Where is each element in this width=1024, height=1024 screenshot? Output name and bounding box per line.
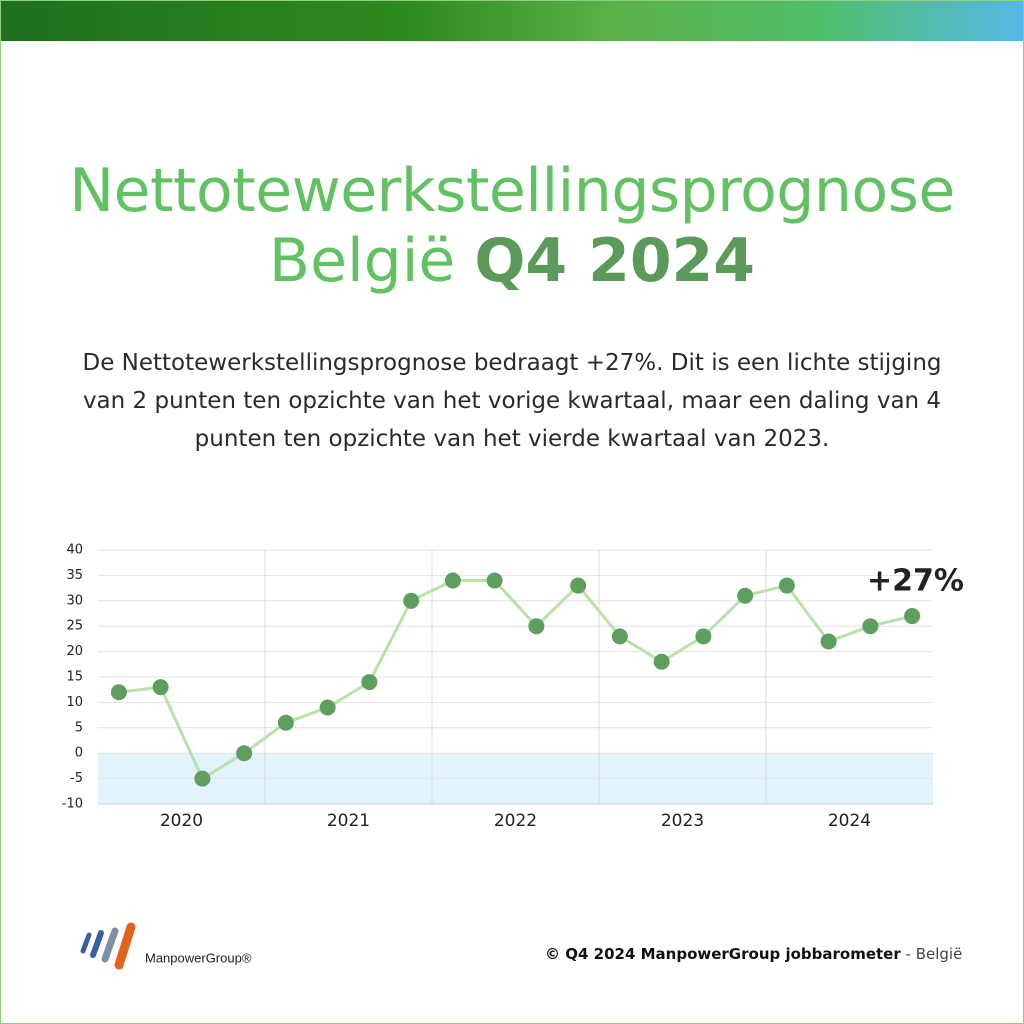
point (194, 770, 211, 787)
y-tick-label: 20 (66, 644, 83, 659)
point (737, 587, 754, 604)
point (361, 674, 378, 691)
description: De Nettotewerkstellingsprognose bedraagt… (82, 350, 942, 452)
point (528, 618, 545, 635)
point (110, 684, 127, 701)
point (653, 653, 670, 670)
x-tick-label: 2021 (327, 811, 370, 831)
point (319, 699, 336, 716)
y-tick-label: 10 (66, 695, 83, 710)
logo-stripe (114, 922, 136, 970)
point (820, 633, 837, 650)
y-tick-label: 5 (75, 720, 83, 735)
point (862, 618, 879, 635)
x-tick-label: 2020 (160, 811, 203, 831)
y-tick-label: 25 (66, 619, 83, 634)
logo-text: ManpowerGroup® (145, 950, 252, 965)
point (695, 628, 712, 645)
y-tick-label: 35 (66, 568, 83, 583)
point (277, 714, 294, 731)
chart: -10 -5 0 5 10 15 20 25 30 35 40 2020 2021 2022 2023 202… (62, 543, 964, 832)
point (236, 745, 253, 762)
title-period: Q4 2024 (474, 226, 756, 296)
y-tick-label: -5 (70, 771, 83, 786)
point (611, 628, 628, 645)
y-tick-label: 0 (75, 746, 83, 761)
top-bar (1, 1, 1023, 41)
title: België Q4 2024 (1, 226, 1023, 296)
logo-stripe (90, 930, 104, 958)
x-tick-label: 2023 (661, 811, 704, 831)
x-tick-label: 2022 (494, 811, 537, 831)
point (570, 577, 587, 594)
point (403, 592, 420, 609)
title: Nettotewerkstellingsprognose (69, 156, 955, 226)
logo: ManpowerGroup® (80, 922, 252, 970)
y-tick-label: -10 (62, 797, 83, 812)
footer-country: - België (900, 945, 963, 963)
annotation: +27% (867, 564, 964, 599)
y-tick-label: 15 (66, 670, 83, 685)
point (904, 608, 921, 625)
logo-stripe (101, 927, 119, 963)
point (152, 679, 169, 696)
footer-source: © Q4 2024 ManpowerGroup jobbarometer (545, 945, 901, 963)
footer: © Q4 2024 ManpowerGroup jobbarometer - B… (545, 945, 962, 963)
x-tick-label: 2024 (828, 811, 871, 831)
point (486, 572, 503, 589)
point (444, 572, 461, 589)
y-tick-label: 40 (66, 543, 83, 558)
title-country: België (268, 226, 456, 296)
y-tick-label: 30 (66, 593, 83, 608)
logo-stripe (80, 932, 92, 954)
point (778, 577, 795, 594)
